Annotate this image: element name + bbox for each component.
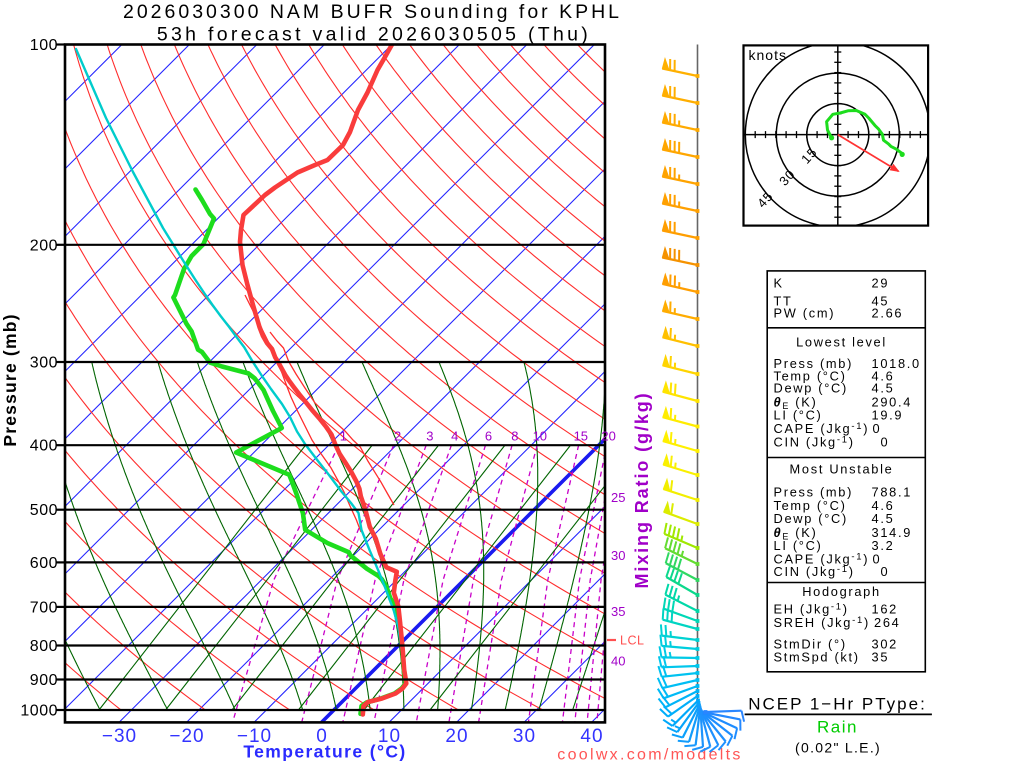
svg-text:8: 8: [511, 429, 518, 444]
svg-text:264: 264: [874, 615, 900, 630]
svg-text:−20: −20: [169, 726, 204, 747]
svg-text:Temperature (°C): Temperature (°C): [243, 742, 406, 762]
svg-text:30: 30: [611, 548, 625, 563]
svg-text:700: 700: [30, 599, 58, 616]
svg-text:NCEP 1−Hr PType:: NCEP 1−Hr PType:: [748, 695, 927, 714]
svg-text:2.66: 2.66: [872, 306, 904, 321]
svg-text:25: 25: [611, 490, 625, 505]
svg-text:29: 29: [872, 276, 890, 291]
svg-text:15: 15: [574, 429, 588, 444]
svg-text:0: 0: [881, 435, 890, 450]
svg-text:−30: −30: [102, 726, 137, 747]
svg-text:35: 35: [611, 604, 625, 619]
svg-text:0: 0: [881, 564, 890, 579]
svg-text:4.5: 4.5: [872, 511, 895, 526]
svg-text:300: 300: [30, 355, 58, 372]
svg-text:500: 500: [30, 502, 58, 519]
svg-text:200: 200: [30, 237, 58, 254]
svg-text:K: K: [774, 276, 784, 291]
svg-text:400: 400: [30, 438, 58, 455]
svg-text:600: 600: [30, 555, 58, 572]
svg-text:StmSpd (kt): StmSpd (kt): [774, 649, 860, 664]
svg-text:20: 20: [601, 429, 615, 444]
svg-text:35: 35: [872, 649, 890, 664]
svg-text:Most Unstable: Most Unstable: [790, 461, 894, 476]
svg-text:53h forecast valid 2026030505: 53h forecast valid 2026030505 (Thu): [157, 24, 591, 46]
svg-text:1000: 1000: [20, 703, 58, 720]
svg-text:(0.02" L.E.): (0.02" L.E.): [795, 740, 881, 756]
svg-text:10: 10: [533, 429, 547, 444]
svg-text:coolwx.com/modelts: coolwx.com/modelts: [557, 747, 742, 764]
svg-text:4.5: 4.5: [872, 381, 895, 396]
svg-text:Pressure (mb): Pressure (mb): [0, 313, 20, 446]
svg-text:900: 900: [30, 672, 58, 689]
svg-text:30: 30: [513, 726, 536, 747]
svg-text:Hodograph: Hodograph: [802, 584, 881, 599]
svg-text:Dewp (°C): Dewp (°C): [774, 381, 848, 396]
svg-text:40: 40: [611, 654, 625, 669]
svg-text:Rain: Rain: [817, 718, 858, 737]
svg-text:2026030300 NAM BUFR Sounding f: 2026030300 NAM BUFR Sounding for KPHL: [123, 1, 622, 23]
svg-text:20: 20: [445, 726, 468, 747]
svg-text:3: 3: [426, 429, 433, 444]
svg-text:2: 2: [394, 429, 401, 444]
svg-text:Mixing Ratio (g/kg): Mixing Ratio (g/kg): [632, 391, 652, 588]
svg-text:LCL: LCL: [620, 634, 644, 648]
svg-text:100: 100: [30, 37, 58, 54]
svg-text:Lowest level: Lowest level: [796, 335, 887, 350]
svg-text:800: 800: [30, 638, 58, 655]
svg-text:4: 4: [451, 429, 458, 444]
svg-text:40: 40: [580, 726, 603, 747]
svg-text:knots: knots: [749, 47, 787, 63]
svg-text:1: 1: [340, 429, 347, 444]
svg-text:6: 6: [485, 429, 492, 444]
svg-text:Dewp (°C): Dewp (°C): [774, 511, 848, 526]
svg-text:PW (cm): PW (cm): [774, 306, 836, 321]
